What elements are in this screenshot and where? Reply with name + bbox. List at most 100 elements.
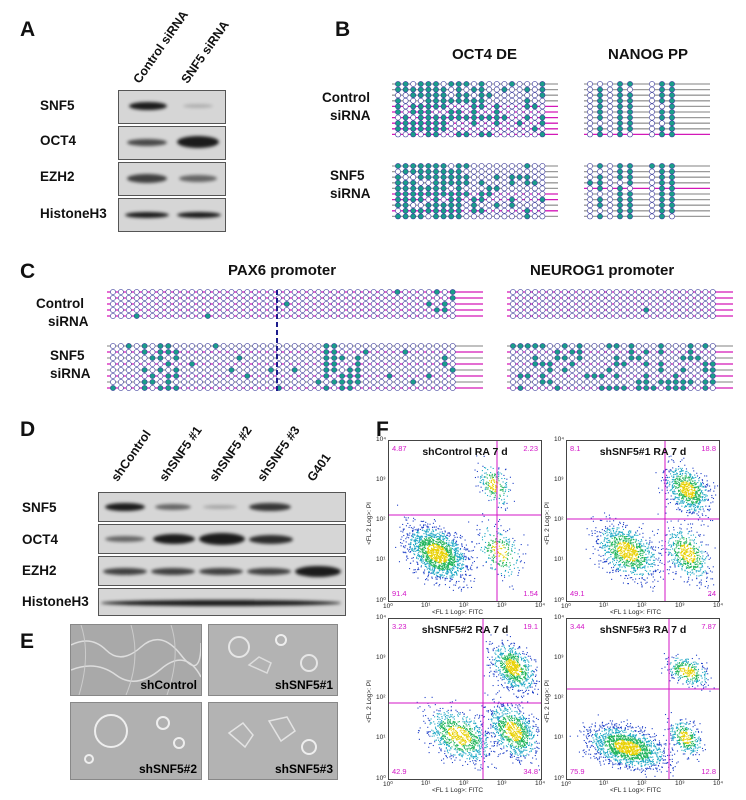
x-tick: 10³ (675, 602, 685, 609)
micrograph-shsnf5-2: shSNF5#2 (70, 702, 202, 780)
x-tick: 10² (459, 602, 469, 609)
facs-title: shControl RA 7 d (422, 446, 508, 458)
band (199, 533, 245, 545)
blot-a-label-snf5: SNF5 (40, 98, 75, 113)
blot-d-ezh2 (98, 556, 346, 586)
x-tick: 10³ (675, 780, 685, 787)
y-tick: 10³ (376, 476, 386, 483)
x-tick: 10¹ (599, 780, 609, 787)
micrograph-shsnf5-1: shSNF5#1 (208, 624, 338, 696)
blot-d-snf5 (98, 492, 346, 522)
band (179, 175, 217, 182)
quadrant-value: 34.8 (523, 767, 538, 776)
blot-a-label-oct4: OCT4 (40, 133, 77, 148)
band (155, 504, 191, 510)
density-dots (389, 619, 541, 779)
panel-label-b: B (335, 18, 351, 41)
x-tick: 10⁴ (535, 602, 546, 609)
cell-texture (71, 625, 201, 695)
panel-label-a: A (20, 18, 36, 41)
quadrant-value: 18.8 (701, 444, 716, 453)
x-axis-label: <FL 1 Log>: FITC (610, 787, 662, 794)
c-row-label-snf5: SNF5 (50, 348, 85, 363)
b-row-label-control-sirna: siRNA (330, 108, 371, 123)
x-tick: 10¹ (421, 602, 431, 609)
micrograph-label: shSNF5#3 (274, 762, 333, 776)
facs-plot: shSNF5#2 RA 7 d 3.23 19.1 42.9 34.8 (388, 618, 542, 780)
density-dots (567, 441, 719, 601)
band (177, 212, 221, 218)
quadrant-value: 7.87 (701, 622, 716, 631)
quadrant-value: 24 (707, 589, 716, 598)
y-tick: 10¹ (376, 734, 386, 741)
micrograph-shcontrol: shControl (70, 624, 202, 696)
y-tick: 10⁰ (554, 597, 564, 604)
x-tick: 10³ (497, 780, 507, 787)
quadrant-value: 4.87 (392, 444, 407, 453)
band (247, 568, 291, 575)
x-tick: 10² (637, 780, 647, 787)
band (103, 568, 147, 575)
density-dots (389, 441, 541, 601)
band (127, 139, 167, 146)
x-tick: 10⁰ (383, 603, 393, 610)
title-pax6-promoter: PAX6 promoter (228, 262, 337, 279)
quadrant-value: 1.54 (523, 589, 538, 598)
c-row-label-control-sirna: siRNA (48, 314, 89, 329)
x-tick: 10⁴ (713, 780, 724, 787)
blot-a-histoneh3 (118, 198, 226, 232)
x-axis-label: <FL 1 Log>: FITC (432, 609, 484, 616)
quadrant-value: 42.9 (392, 767, 407, 776)
micrograph-shsnf5-3: shSNF5#3 (208, 702, 338, 780)
band (125, 212, 169, 218)
y-tick: 10² (554, 694, 564, 701)
band (203, 505, 237, 509)
cell-texture (227, 716, 317, 755)
y-tick: 10³ (554, 654, 564, 661)
cell-texture (84, 714, 185, 764)
band (105, 536, 145, 542)
band (153, 534, 195, 544)
blot-a-snf5 (118, 90, 226, 124)
y-tick: 10⁴ (376, 436, 387, 443)
facs-title: shSNF5#3 RA 7 d (599, 624, 687, 636)
band (127, 174, 167, 183)
band (101, 600, 341, 606)
y-axis-label: <FL 2 Log>: PI (365, 680, 373, 723)
c-row-label-snf5-sirna: siRNA (50, 366, 91, 381)
micrograph-label: shSNF5#2 (138, 762, 197, 776)
quadrant-value: 91.4 (392, 589, 407, 598)
title-oct4-de: OCT4 DE (452, 46, 518, 63)
y-tick: 10¹ (554, 734, 564, 741)
band (295, 566, 341, 577)
panel-label-c: C (20, 260, 36, 283)
facs-title: shSNF5#2 RA 7 d (421, 624, 509, 636)
cell-texture (228, 634, 318, 675)
y-axis-label: <FL 2 Log>: PI (543, 502, 551, 545)
y-tick: 10² (376, 694, 386, 701)
x-tick: 10² (459, 780, 469, 787)
density-dots (567, 619, 719, 779)
band (129, 102, 167, 110)
facs-plot: shSNF5#3 RA 7 d 3.44 7.87 75.9 12.8 (566, 618, 720, 780)
facs-title: shSNF5#1 RA 7 d (599, 446, 687, 458)
y-axis-label: <FL 2 Log>: PI (365, 502, 373, 545)
band (177, 136, 219, 148)
band (105, 503, 145, 511)
y-tick: 10² (376, 516, 386, 523)
blot-d-label-ezh2: EZH2 (22, 563, 57, 578)
blot-a-label-histoneh3: HistoneH3 (40, 206, 107, 221)
y-tick: 10² (554, 516, 564, 523)
blot-d-label-oct4: OCT4 (22, 532, 59, 547)
quadrant-value: 3.23 (392, 622, 407, 631)
panel-label-f: F (376, 418, 389, 441)
c-row-label-control: Control (36, 296, 84, 311)
band (249, 535, 293, 544)
y-tick: 10⁰ (554, 775, 564, 782)
y-tick: 10⁴ (554, 436, 565, 443)
panel-label-d: D (20, 418, 36, 441)
b-row-label-snf5-sirna: siRNA (330, 186, 371, 201)
quadrant-value: 49.1 (570, 589, 585, 598)
band (183, 104, 213, 108)
x-tick: 10⁰ (561, 781, 571, 788)
